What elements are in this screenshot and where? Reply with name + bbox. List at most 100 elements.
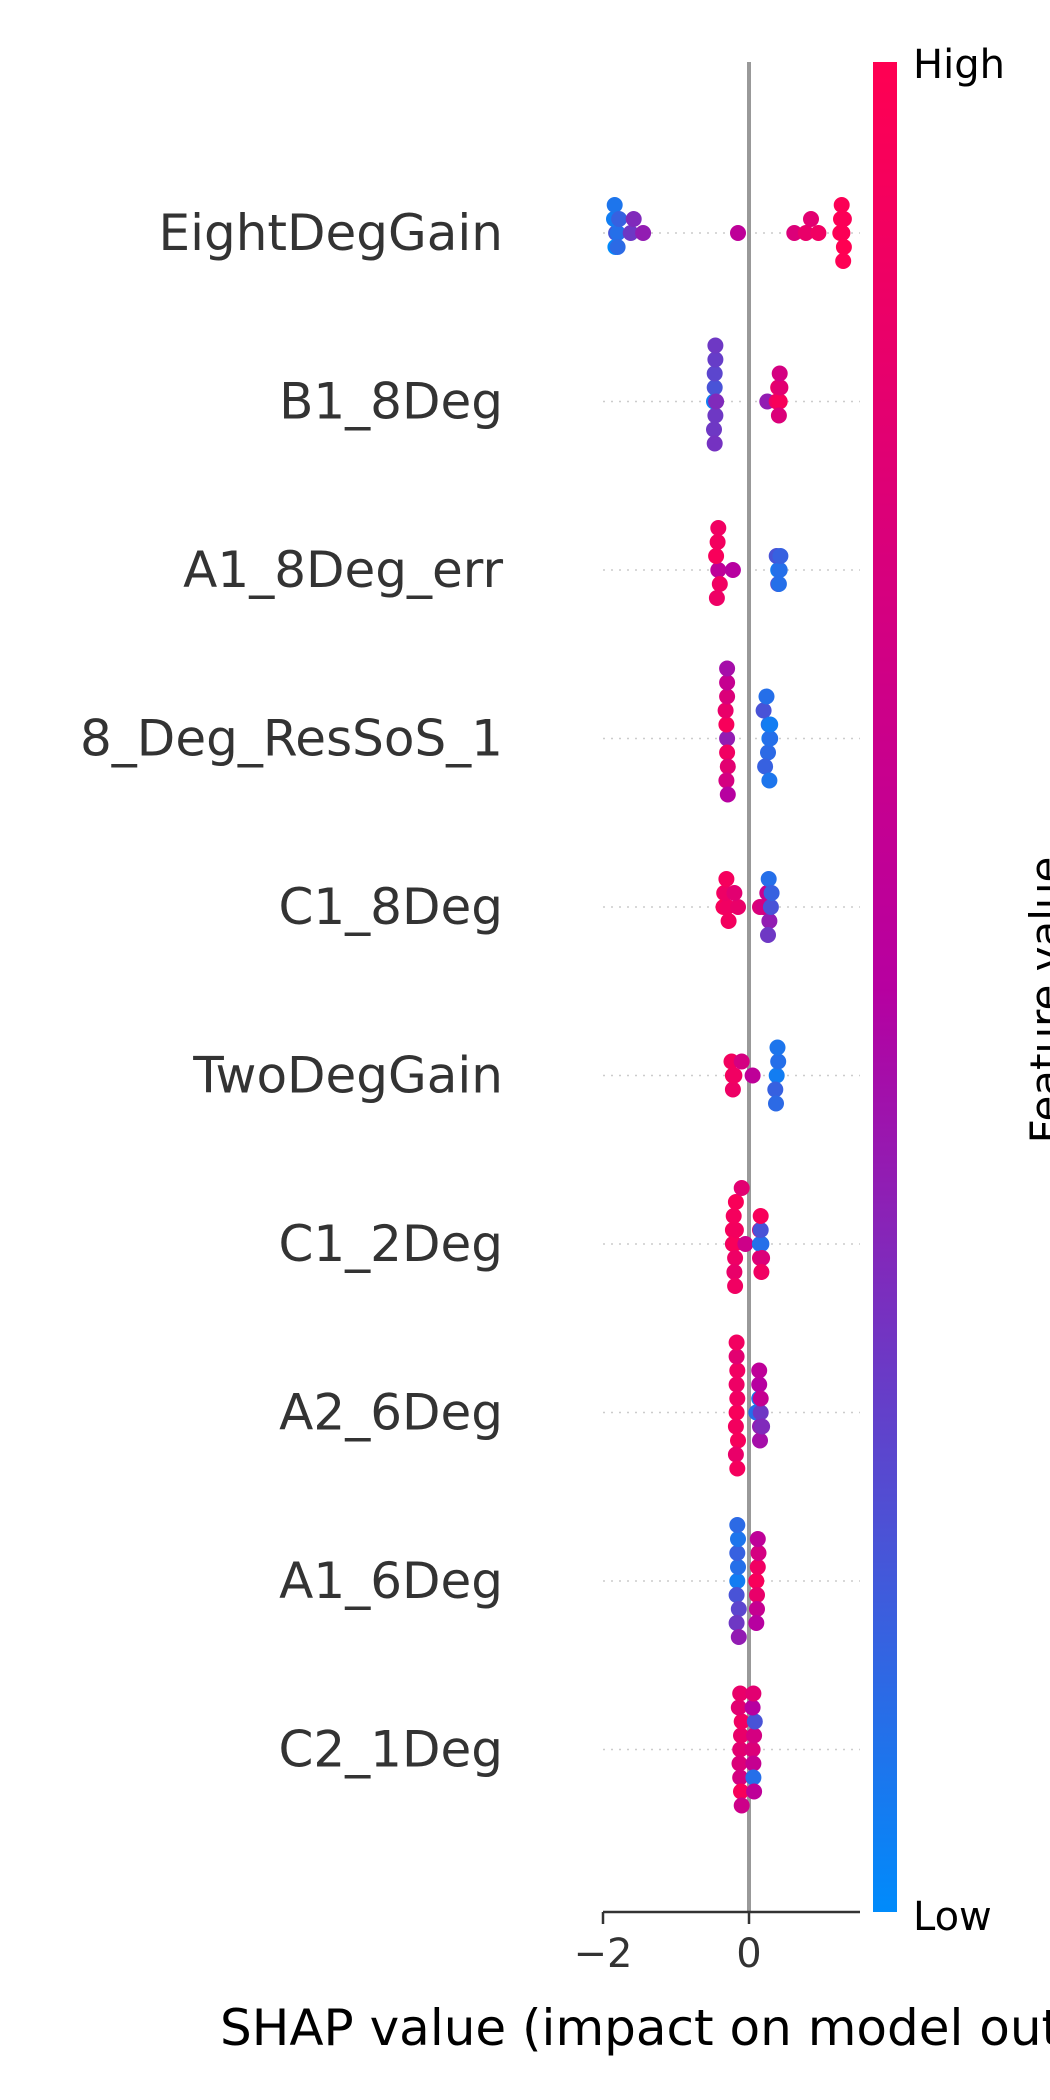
shap-point <box>622 225 639 241</box>
shap-point <box>730 1629 747 1645</box>
shap-point <box>706 435 723 452</box>
feature-label: A2_6Deg <box>279 1384 503 1442</box>
shap-point <box>728 1376 745 1393</box>
shap-point <box>744 1699 761 1716</box>
shap-point <box>724 562 741 578</box>
shap-point <box>732 1769 749 1786</box>
shap-point <box>719 688 736 705</box>
shap-point <box>732 1685 749 1702</box>
shap-point <box>733 1783 749 1800</box>
shap-point <box>729 1460 746 1477</box>
shap-point <box>730 225 746 241</box>
colorbar-title: Feature value <box>1021 857 1050 1144</box>
shap-point <box>727 1446 744 1463</box>
shap-point <box>733 1053 750 1070</box>
shap-point <box>718 716 735 733</box>
shap-point <box>719 786 736 803</box>
shap-point <box>730 1601 747 1617</box>
shap-point <box>727 1222 744 1238</box>
shap-point <box>745 1685 762 1702</box>
shap-point <box>762 730 779 747</box>
shap-point <box>719 758 736 775</box>
shap-point <box>767 1081 784 1098</box>
feature-label: B1_8Deg <box>279 373 503 431</box>
shap-point <box>728 1348 745 1365</box>
shap-point <box>710 520 727 536</box>
shap-point <box>748 1573 765 1589</box>
shap-point <box>768 1095 784 1112</box>
shap-point <box>810 225 827 241</box>
shap-point <box>769 1039 786 1056</box>
shap-point <box>762 899 779 915</box>
shap-point <box>768 1067 785 1084</box>
shap-point <box>706 421 722 438</box>
shap-point <box>708 393 725 410</box>
shap-point <box>728 1587 745 1603</box>
shap-point <box>760 927 776 943</box>
shap-point <box>625 211 642 227</box>
shap-point <box>609 239 626 255</box>
shap-point <box>761 913 778 929</box>
shap-point <box>727 1194 744 1210</box>
shap-point <box>728 1404 745 1421</box>
shap-point <box>753 1236 770 1252</box>
shap-point <box>706 365 723 382</box>
shap-point <box>707 351 724 368</box>
shap-point <box>748 1615 765 1631</box>
shap-point <box>744 1741 761 1758</box>
shap-point <box>719 674 736 691</box>
shap-point <box>707 337 724 354</box>
shap-point <box>728 1334 745 1351</box>
shap-point <box>725 1208 742 1224</box>
shap-point <box>753 1264 770 1280</box>
feature-label: A1_6Deg <box>279 1552 503 1610</box>
shap-point <box>733 1713 750 1730</box>
shap-point <box>611 211 628 227</box>
feature-label: TwoDegGain <box>192 1047 503 1105</box>
shap-point <box>760 744 776 761</box>
shap-point <box>733 1180 750 1196</box>
shap-point <box>771 365 788 382</box>
shap-point <box>731 1755 748 1772</box>
shap-point <box>752 1404 769 1421</box>
shap-point <box>719 660 736 677</box>
shap-point <box>760 871 777 887</box>
shap-point <box>749 1531 766 1547</box>
shap-point <box>797 225 814 241</box>
shap-point <box>770 576 787 592</box>
shap-point <box>727 1418 744 1435</box>
shap-point <box>755 702 772 719</box>
shap-point <box>744 1067 761 1084</box>
shap-point <box>635 225 652 241</box>
shap-point <box>719 744 736 761</box>
feature-label: A1_8Deg_err <box>183 541 503 599</box>
shap-point <box>751 1376 768 1393</box>
shap-point <box>770 1053 787 1070</box>
shap-point <box>803 211 819 227</box>
feature-label: EightDegGain <box>159 204 503 262</box>
shap-point <box>754 1250 771 1266</box>
shap-point <box>724 1081 741 1098</box>
shap-point <box>729 1573 746 1589</box>
shap-point <box>730 1432 746 1449</box>
shap-point <box>754 1418 771 1435</box>
shap-point <box>749 1587 765 1603</box>
shap-point <box>835 239 852 255</box>
shap-point <box>707 407 724 424</box>
shap-point <box>746 1783 763 1800</box>
shap-point <box>729 1517 746 1533</box>
shap-point <box>772 548 789 564</box>
colorbar: High Low Feature value <box>873 42 1050 1940</box>
shap-point <box>720 913 737 929</box>
shap-point <box>727 1250 744 1266</box>
x-tick-label: −2 <box>574 1931 633 1977</box>
feature-label: 8_Deg_ResSoS_1 <box>80 710 503 768</box>
shap-point <box>750 1545 767 1561</box>
feature-labels: EightDegGain B1_8Deg A1_8Deg_err 8_Deg_ResS… <box>80 204 503 1779</box>
shap-point <box>772 379 789 396</box>
shap-point <box>758 688 775 705</box>
shap-point <box>729 1545 746 1561</box>
x-axis-title: SHAP value (impact on model output) <box>220 1999 1050 2057</box>
shap-point <box>708 590 725 606</box>
shap-point <box>733 1797 750 1814</box>
